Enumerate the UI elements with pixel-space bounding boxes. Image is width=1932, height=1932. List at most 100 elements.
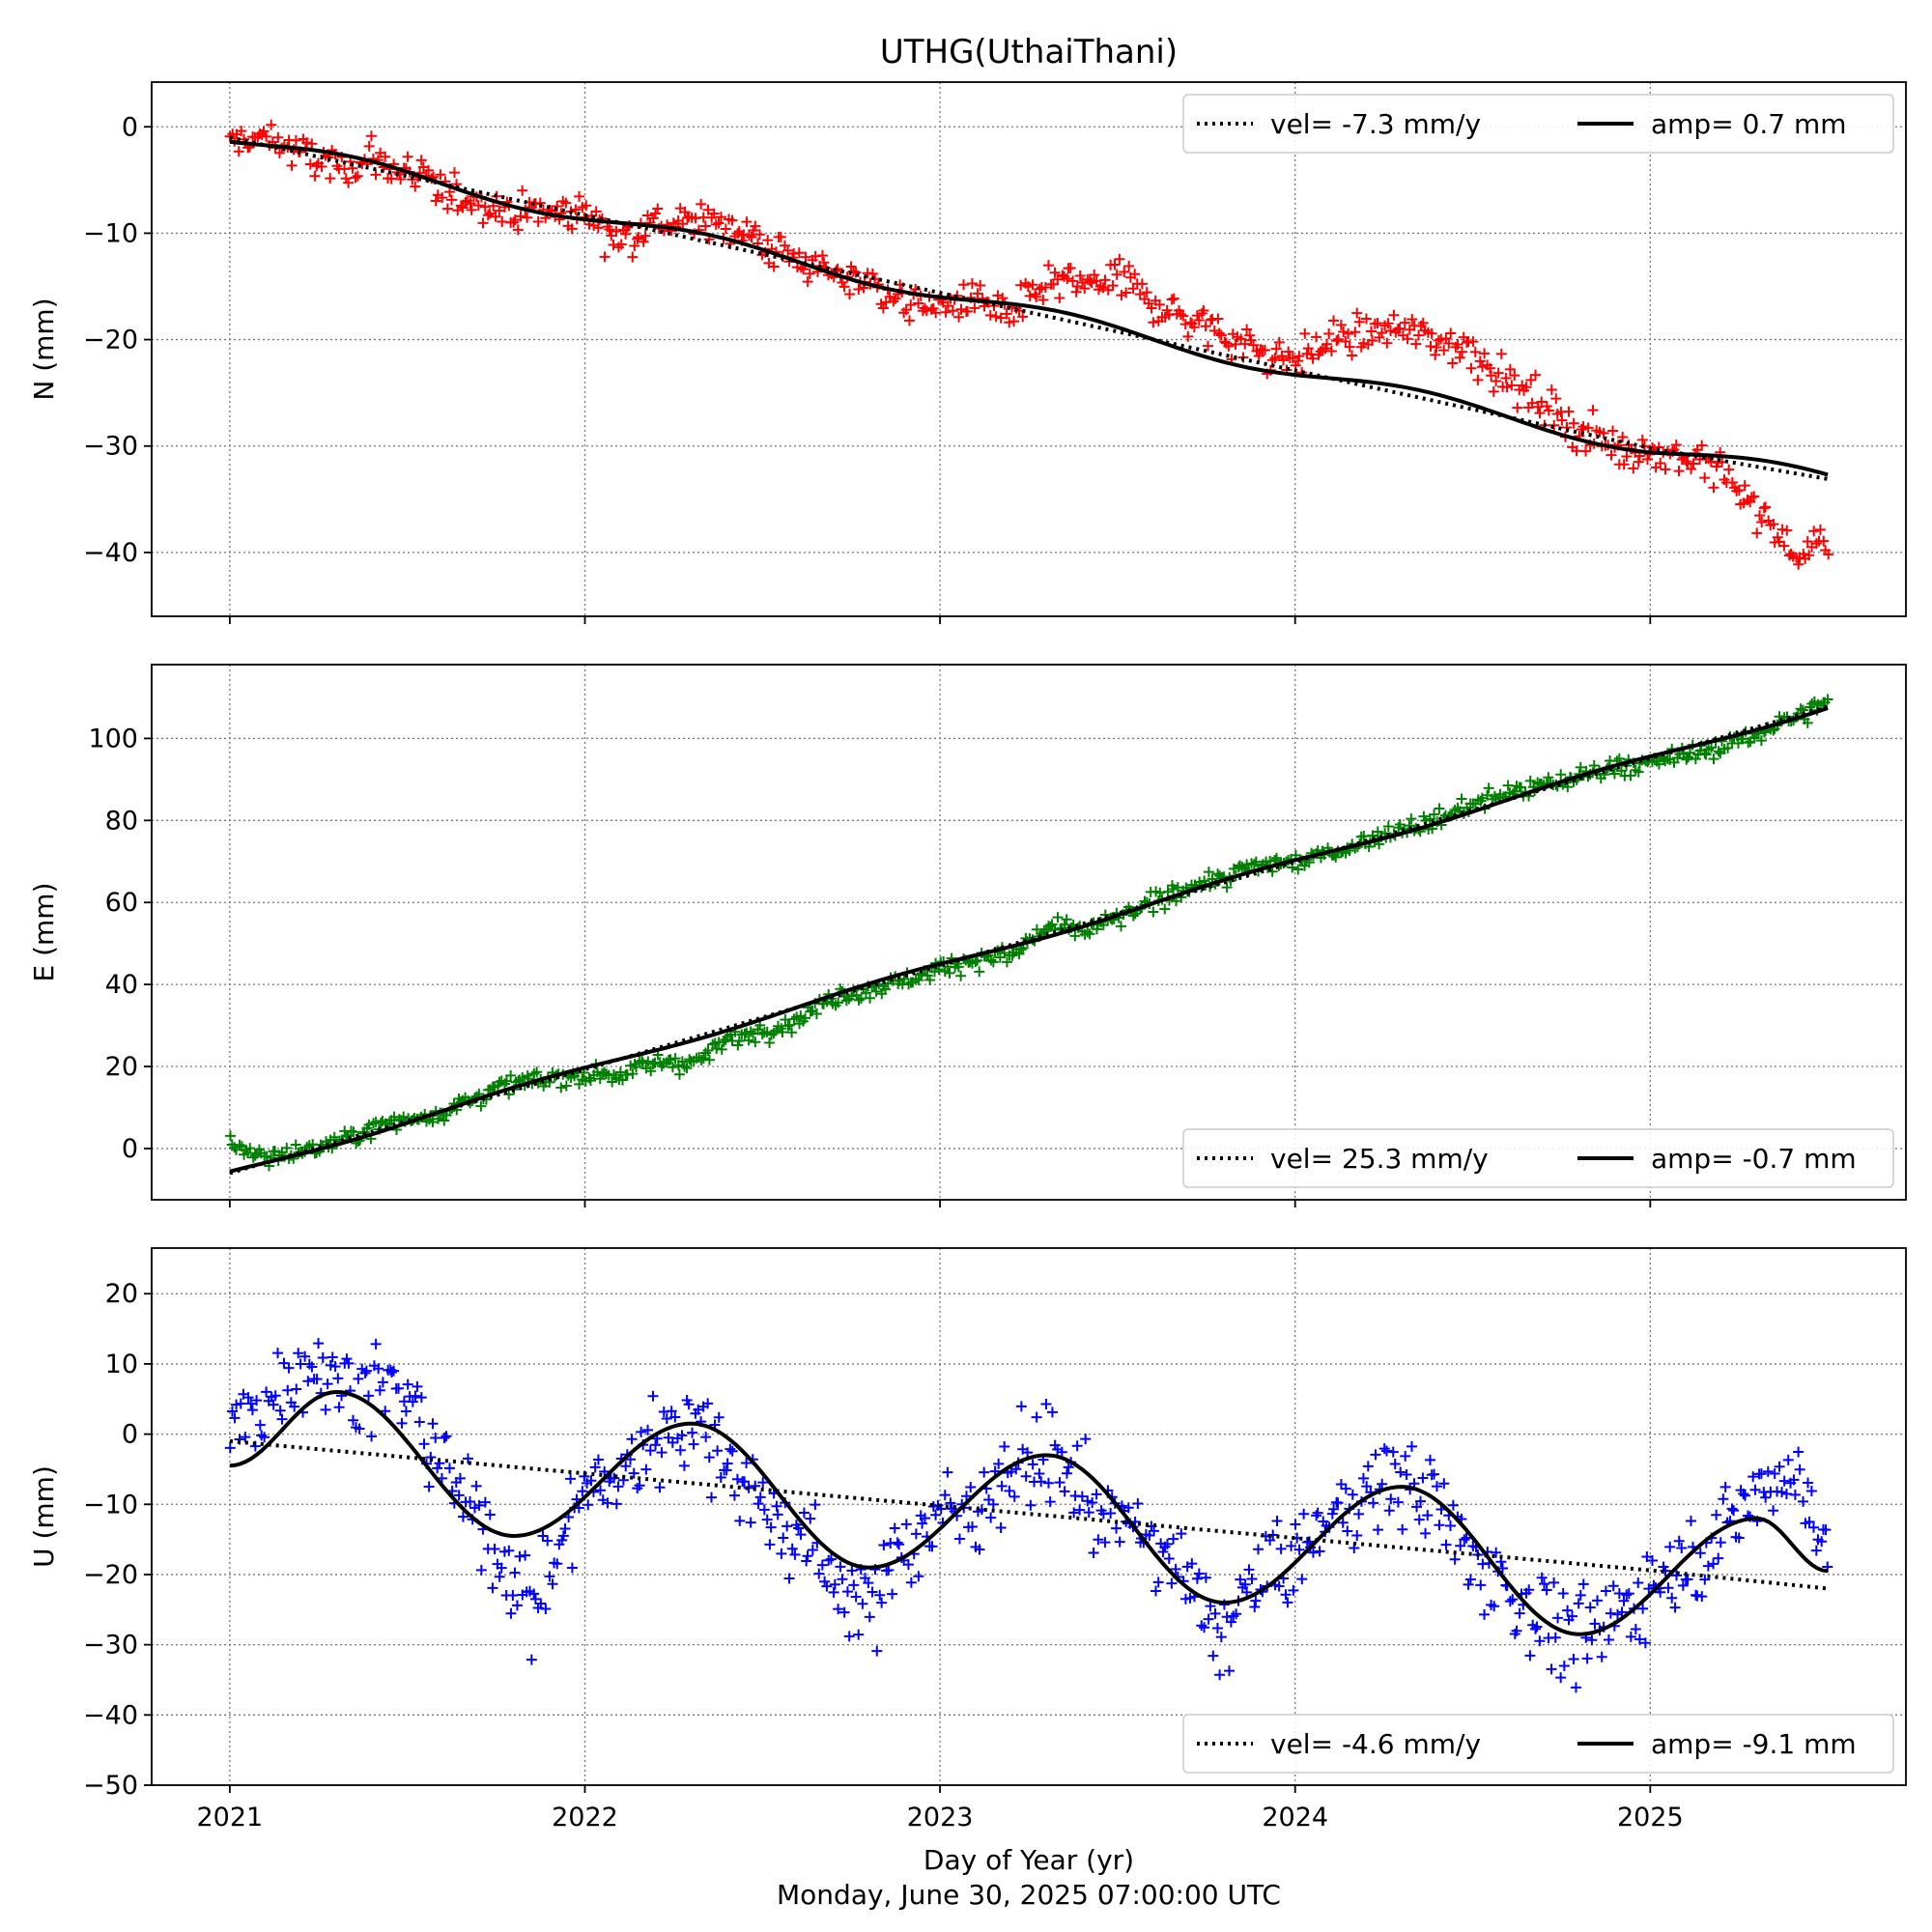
observation-marker [313, 1338, 325, 1350]
observation-marker [276, 1413, 288, 1425]
observation-marker [359, 1367, 371, 1378]
observation-marker [930, 1509, 942, 1520]
observation-marker [1208, 325, 1220, 336]
observation-marker [231, 1399, 242, 1410]
observation-marker [1271, 1515, 1283, 1526]
observation-marker [1071, 1440, 1083, 1452]
observation-marker [1199, 1622, 1210, 1634]
observation-marker [1501, 382, 1513, 393]
observation-marker [850, 1591, 862, 1603]
observation-marker [953, 311, 965, 323]
observation-marker [299, 1350, 311, 1362]
observation-marker [679, 1061, 691, 1072]
observation-marker [1293, 864, 1304, 875]
observation-marker [871, 1645, 883, 1657]
observation-marker [1063, 1462, 1074, 1473]
observation-marker [1159, 903, 1171, 915]
observation-marker [1549, 1632, 1561, 1643]
observation-marker [1239, 1578, 1251, 1590]
observation-marker [306, 138, 318, 150]
observation-marker [1685, 1516, 1696, 1527]
observation-marker [754, 1492, 766, 1503]
observation-marker [1031, 1411, 1042, 1423]
observation-marker [1239, 338, 1251, 350]
observation-marker [843, 1631, 855, 1642]
observation-marker [1034, 283, 1045, 295]
observation-marker [448, 167, 460, 179]
observation-marker [1235, 1574, 1246, 1585]
observation-marker [716, 1043, 727, 1055]
observation-marker [1637, 1603, 1649, 1614]
observation-marker [226, 1406, 238, 1417]
axes-frame [151, 664, 1907, 1201]
observation-marker [224, 1442, 236, 1454]
legend-box [1182, 1128, 1894, 1188]
observation-marker [783, 1573, 795, 1584]
observation-marker [353, 1373, 364, 1384]
observation-marker [286, 159, 298, 171]
observation-marker [1024, 290, 1036, 301]
observation-marker [1288, 1584, 1299, 1596]
observation-marker [1311, 1510, 1322, 1521]
observation-marker [1127, 910, 1139, 922]
observation-marker [272, 1348, 284, 1359]
observation-marker [1733, 484, 1745, 496]
observation-marker [1802, 536, 1813, 548]
observation-marker [590, 206, 602, 217]
observation-marker [1330, 851, 1342, 863]
observation-marker [396, 1417, 408, 1429]
observation-marker [715, 212, 726, 223]
observation-marker [1488, 385, 1499, 397]
observation-marker [745, 1517, 756, 1528]
y-tick-label: −40 [83, 538, 138, 568]
observation-marker [1577, 1578, 1589, 1590]
legend-box [1182, 94, 1894, 154]
observation-marker [1534, 408, 1546, 419]
observation-marker [1353, 316, 1365, 327]
observation-marker [494, 1571, 505, 1582]
observation-marker [639, 230, 651, 242]
observation-marker [1664, 1541, 1676, 1552]
observation-marker [1296, 1574, 1308, 1585]
observation-marker [768, 1028, 780, 1039]
observation-marker [604, 224, 615, 236]
observation-marker [765, 1521, 777, 1533]
observation-marker [1307, 353, 1319, 364]
trend-line [229, 1438, 1829, 1591]
observation-marker [1223, 340, 1235, 352]
observation-marker [1311, 331, 1322, 343]
observation-marker [1677, 1579, 1689, 1591]
observation-marker [1402, 333, 1413, 345]
observation-marker [813, 1568, 825, 1579]
observation-marker [1568, 417, 1579, 429]
observation-marker [1343, 328, 1354, 340]
observation-marker [1399, 317, 1410, 328]
observation-marker [1655, 1586, 1666, 1598]
observation-marker [1555, 1672, 1567, 1684]
observation-marker [520, 1549, 531, 1561]
observation-marker [762, 235, 774, 246]
observation-marker [810, 1499, 821, 1511]
observation-marker [1200, 321, 1211, 332]
observation-marker [1213, 327, 1225, 339]
observation-marker [1250, 856, 1262, 867]
observation-marker [1351, 1530, 1363, 1542]
observation-marker [1111, 269, 1122, 280]
observation-marker [526, 1654, 537, 1665]
observation-marker [1378, 1443, 1390, 1455]
observation-marker [388, 1365, 400, 1377]
observation-marker [482, 210, 494, 221]
observation-marker [594, 1073, 606, 1085]
observation-marker [1193, 314, 1205, 326]
observation-marker [1772, 531, 1783, 543]
observation-marker [457, 202, 469, 213]
observation-marker [1350, 327, 1361, 338]
observation-marker [472, 200, 484, 212]
observation-marker [838, 281, 850, 293]
model-curve [229, 706, 1829, 1174]
observation-marker [801, 1555, 812, 1567]
observation-marker [969, 302, 980, 314]
observation-marker [974, 966, 985, 978]
observation-marker [410, 181, 421, 192]
observation-marker [1520, 382, 1532, 393]
